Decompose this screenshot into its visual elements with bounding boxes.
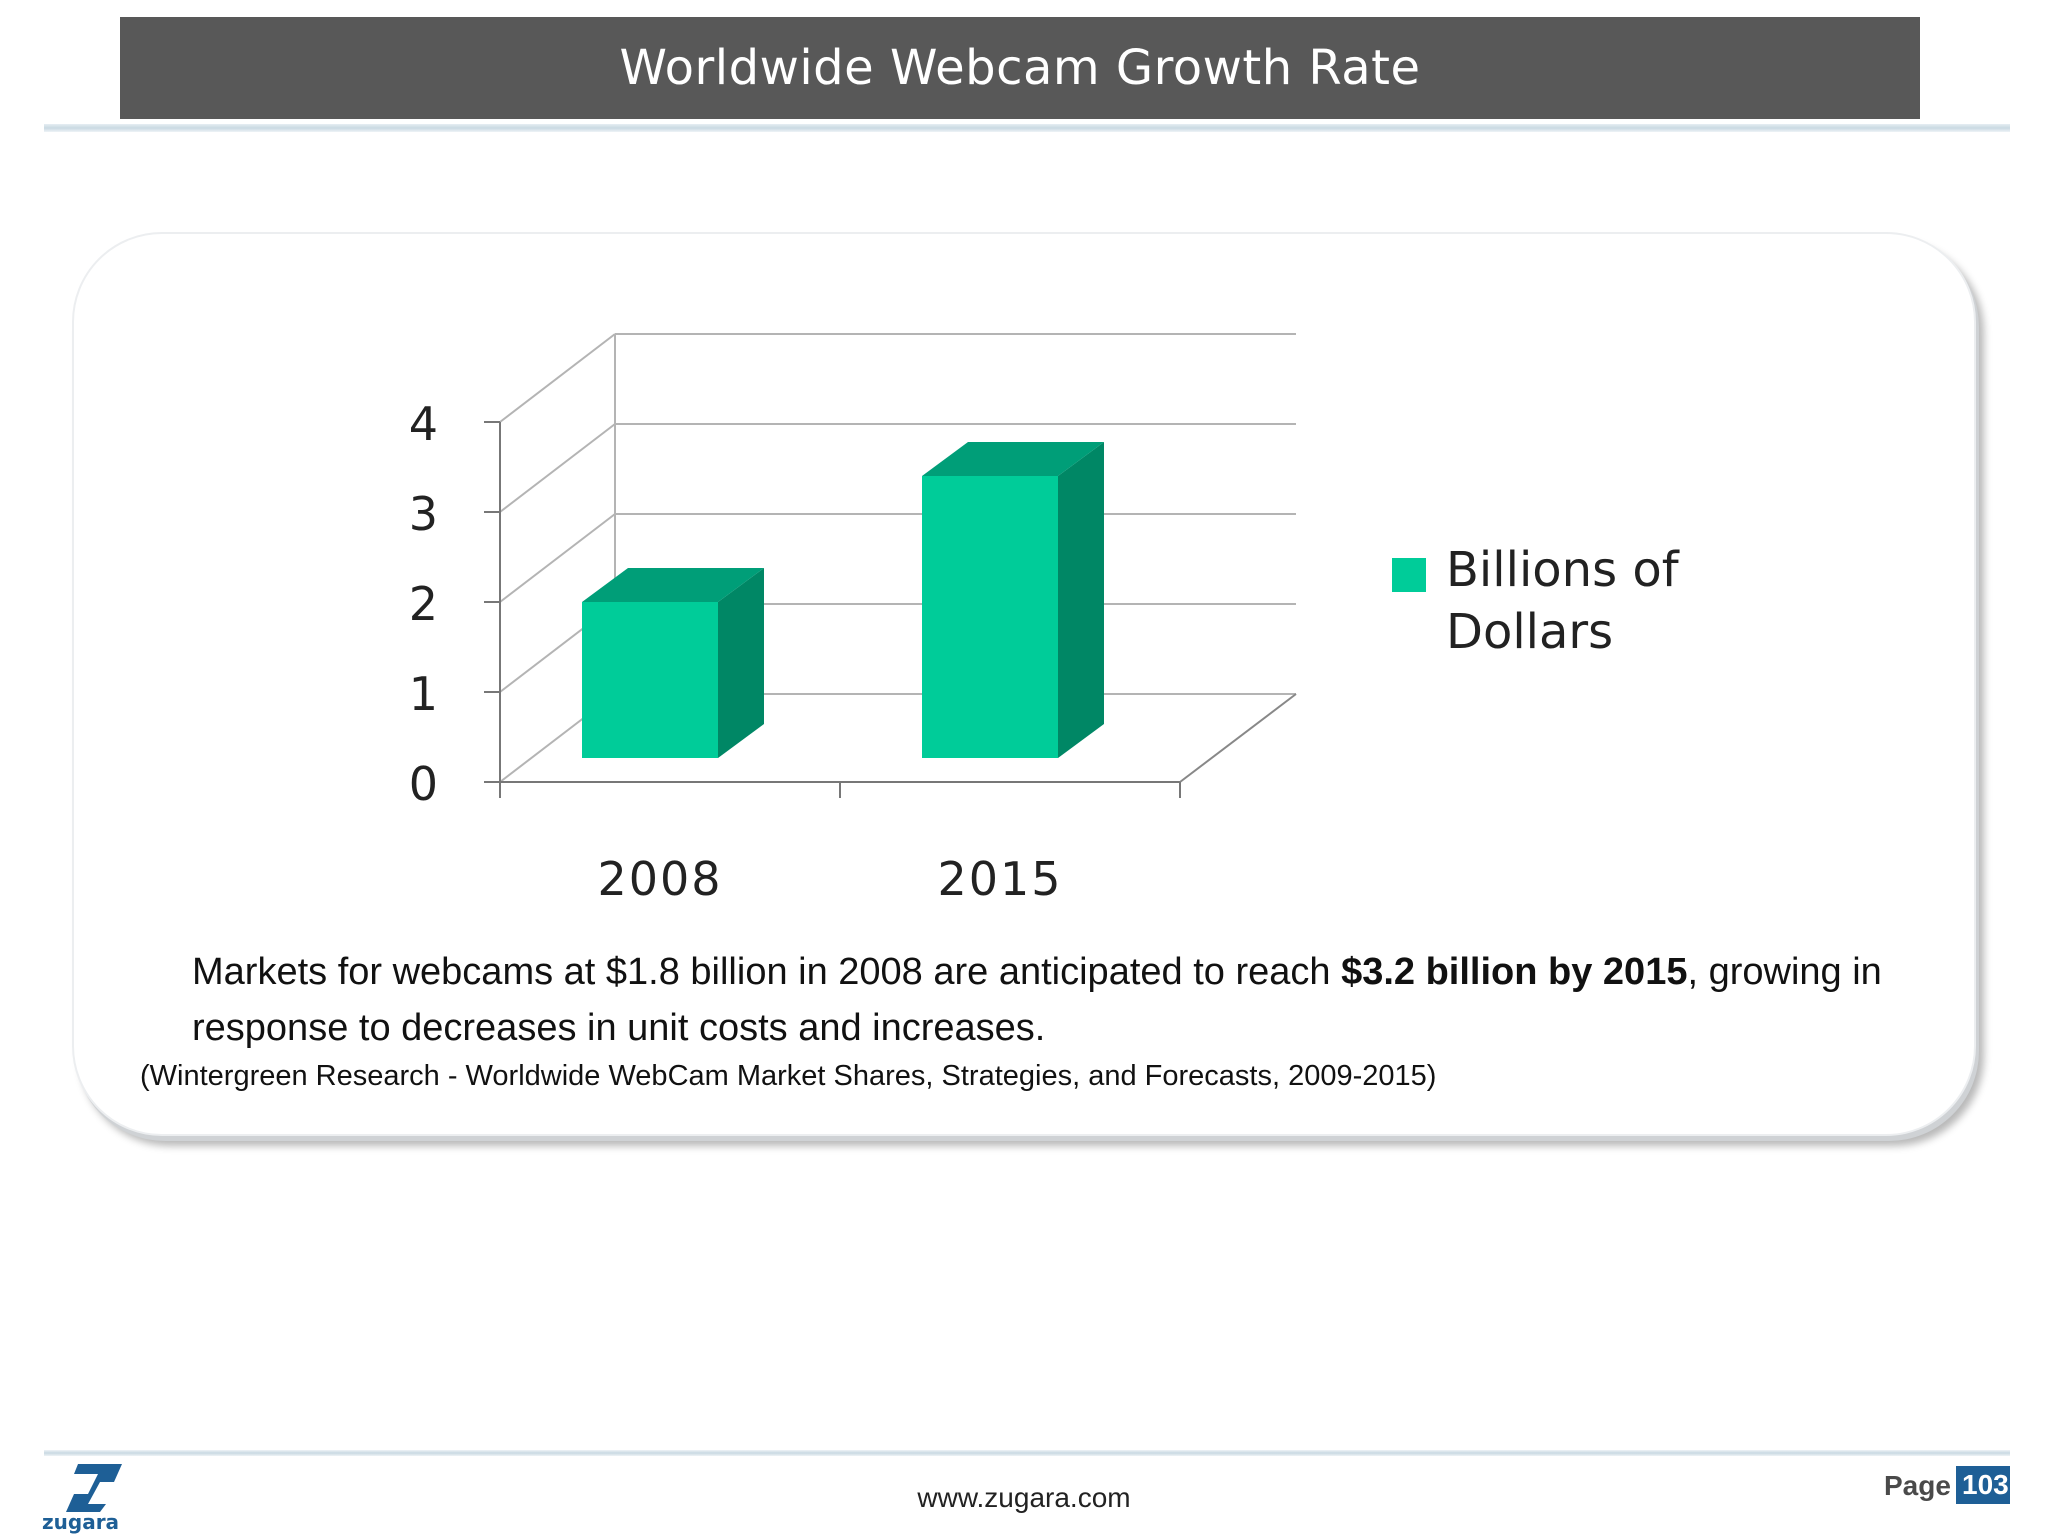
page-number: 103 (1956, 1466, 2010, 1504)
header-divider (44, 124, 2010, 132)
floor-edge (1179, 693, 1297, 783)
bar-side-2008 (718, 568, 764, 758)
legend-label: Billions of (1446, 542, 1680, 598)
gridline-diagonal (499, 423, 616, 513)
legend-swatch (1392, 558, 1426, 592)
footer-url[interactable]: www.zugara.com (917, 1482, 1131, 1513)
bar-side-2015 (1058, 442, 1104, 758)
footer-divider (44, 1450, 2010, 1456)
bar-2008 (582, 602, 718, 758)
bar-chart: 0 1 2 3 4 2008 2015 Billions of Dollars (409, 333, 1680, 906)
bar-2015 (922, 476, 1058, 758)
caption-text-start: Markets for webcams at $1.8 billion in 2… (192, 951, 1342, 993)
caption-text-end: , growing in response to decreases in un… (192, 951, 1882, 1049)
gridline-diagonal (499, 513, 616, 603)
page-title: Worldwide Webcam Growth Rate (619, 40, 1421, 96)
source-citation: (Wintergreen Research - Worldwide WebCam… (140, 1060, 1437, 1092)
title-bar: Worldwide Webcam Growth Rate (120, 17, 1920, 119)
gridline-diagonal (499, 333, 616, 423)
logo-text: zugara (42, 1510, 120, 1534)
chart-caption: Markets for webcams at $1.8 billion in 2… (192, 944, 1912, 1056)
x-tick-label: 2008 (597, 852, 722, 906)
y-tick-label: 0 (409, 757, 438, 811)
y-tick-label: 3 (409, 487, 438, 541)
legend-label: Dollars (1446, 604, 1613, 660)
page-label: Page (1884, 1470, 1951, 1501)
y-tick-label: 2 (409, 577, 438, 631)
caption-highlight: $3.2 billion by 2015 (1341, 951, 1688, 993)
x-tick-label: 2015 (937, 852, 1062, 906)
y-tick-label: 1 (409, 667, 438, 721)
bar-top-2008 (582, 568, 764, 602)
y-tick-label: 4 (409, 397, 438, 451)
zugara-logo-icon (66, 1464, 122, 1512)
bar-top-2015 (922, 442, 1104, 476)
